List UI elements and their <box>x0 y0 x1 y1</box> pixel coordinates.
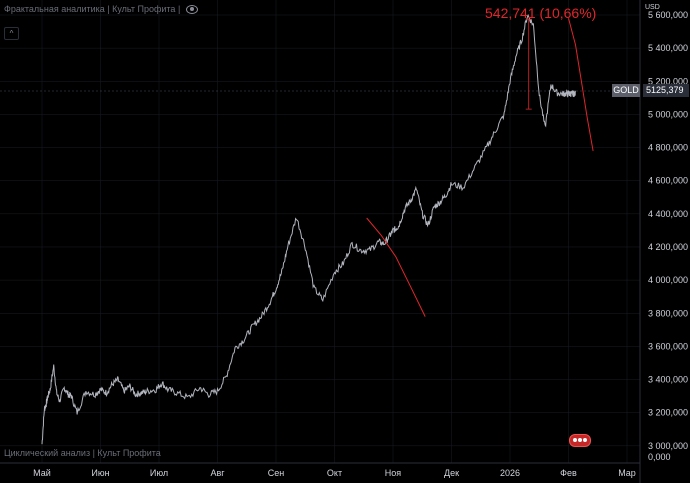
y-tick-label: 3 600,000 <box>648 341 688 351</box>
x-tick-label: Фев <box>560 468 577 478</box>
x-tick-label: Июл <box>150 468 168 478</box>
x-tick-label: Сен <box>268 468 285 478</box>
y-tick-label: 3 800,000 <box>648 308 688 318</box>
events-flag-icon[interactable] <box>569 434 591 447</box>
y-tick-label: 4 200,000 <box>648 242 688 252</box>
x-tick-label: Июн <box>91 468 109 478</box>
chart-grid <box>0 0 640 463</box>
y-tick-label: 5 000,000 <box>648 109 688 119</box>
x-tick-label: Май <box>33 468 51 478</box>
last-price-label: 5125,379 <box>643 84 689 97</box>
time-axis-ticks: Май Июн Июл Авг Сен Окт Ноя Дек 2026 Фев Мар <box>33 468 636 478</box>
x-tick-label: Ноя <box>385 468 402 478</box>
y-tick-label: 4 800,000 <box>648 143 688 153</box>
price-axis-ticks: 5 600,000 5 400,000 5 200,000 5 000,000 4 80… <box>648 10 688 451</box>
indicator-legend-bottom[interactable]: Циклический анализ | Культ Профита <box>4 448 161 458</box>
y-tick-label: 3 400,000 <box>648 375 688 385</box>
x-tick-label: Дек <box>444 468 459 478</box>
y-tick-label: 3 200,000 <box>648 408 688 418</box>
currency-label[interactable]: USD <box>645 4 660 11</box>
projection-oct <box>366 217 426 317</box>
x-tick-label: Мар <box>618 468 636 478</box>
y-tick-label: 5 200,000 <box>648 76 688 86</box>
y-tick-label: 5 400,000 <box>648 43 688 53</box>
collapse-button[interactable]: ^ <box>4 27 19 40</box>
x-tick-label: 2026 <box>500 468 520 478</box>
x-tick-label: Окт <box>327 468 342 478</box>
price-series-line <box>41 13 576 445</box>
eye-icon[interactable] <box>186 4 199 14</box>
x-tick-label: Авг <box>210 468 225 478</box>
y-tick-label: 4 400,000 <box>648 209 688 219</box>
indicator-legend-top[interactable]: Фрактальная аналитика | Культ Профита | <box>4 4 199 14</box>
measure-label: 542,741 (10,66%) <box>485 5 597 21</box>
y-tick-label: 5 600,000 <box>648 10 688 20</box>
projection-feb <box>568 18 594 151</box>
baseline-label: 0,000 <box>648 452 671 462</box>
legend-top-text: Фрактальная аналитика | Культ Профита | <box>4 4 181 14</box>
y-tick-label: 3 000,000 <box>648 441 688 451</box>
chevron-up-icon: ^ <box>9 29 14 38</box>
y-tick-label: 4 000,000 <box>648 275 688 285</box>
symbol-label: GOLD <box>612 84 640 97</box>
y-tick-label: 4 600,000 <box>648 176 688 186</box>
